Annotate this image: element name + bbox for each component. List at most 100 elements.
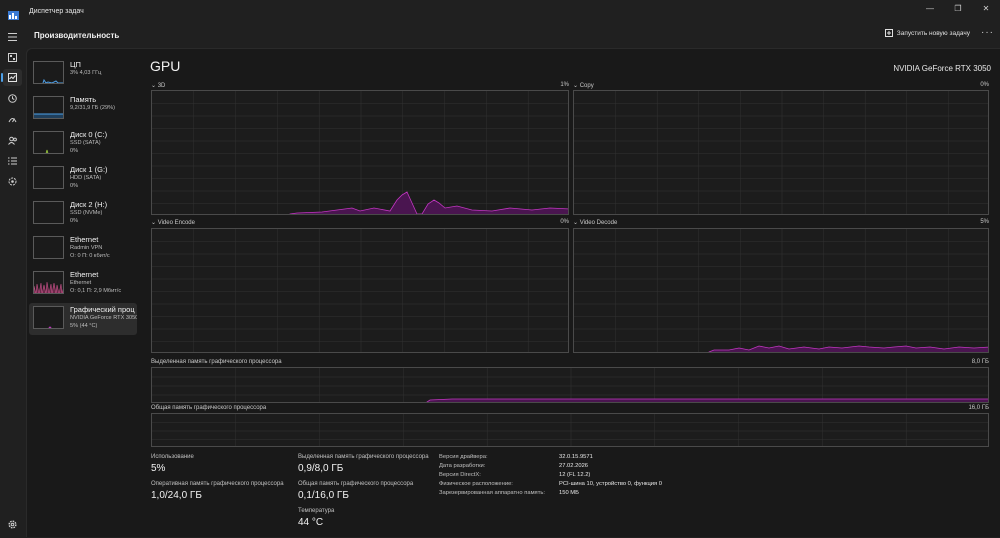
device-sub: SSD (SATA) — [70, 140, 101, 146]
page-title: Производительность — [34, 30, 120, 40]
temperature-value: 44 °C — [298, 517, 324, 528]
device-sub: 0% — [70, 183, 79, 189]
device-sub: 0% — [70, 148, 79, 154]
graph-copy — [573, 90, 989, 215]
device-sub: Ethernet — [70, 280, 92, 286]
shared-memory-max: 16,0 ГБ — [968, 405, 989, 411]
users-icon[interactable] — [3, 132, 22, 149]
device-item-disk1[interactable]: Диск 1 (G:) HDD (SATA) 0% — [29, 163, 137, 195]
detail-value: 32.0.15.9571 — [559, 454, 593, 460]
device-item-cpu[interactable]: ЦП 3% 4,03 ГГц — [29, 58, 137, 90]
gpu-ram-label: Оперативная память графического процессо… — [151, 481, 284, 487]
device-thumbnail — [33, 201, 64, 224]
maximize-button[interactable]: ❐ — [954, 3, 962, 13]
settings-icon[interactable] — [3, 516, 22, 533]
device-sub: 0% — [70, 218, 79, 224]
engine-percent: 0% — [560, 219, 569, 225]
gpu-panel: GPU NVIDIA GeForce RTX 3050 ⌄ 3D 1% ⌄ Co… — [145, 49, 1000, 538]
temperature-label: Температура — [298, 508, 335, 514]
performance-icon[interactable] — [1, 69, 22, 86]
device-thumbnail — [33, 61, 64, 84]
window-title: Диспетчер задач — [29, 7, 84, 15]
new-task-icon — [884, 29, 893, 37]
detail-key: Физическое расположение: — [439, 481, 513, 487]
device-thumbnail — [33, 96, 64, 119]
graph-dedicated-memory — [151, 367, 989, 403]
run-new-task-button[interactable]: Запустить новую задачу — [884, 29, 970, 37]
device-sub: NVIDIA GeForce RTX 3050 — [70, 315, 137, 321]
device-item-disk2[interactable]: Диск 2 (H:) SSD (NVMe) 0% — [29, 198, 137, 230]
device-thumbnail — [33, 306, 64, 329]
detail-value: 150 МБ — [559, 490, 579, 496]
app-history-icon[interactable] — [3, 90, 22, 107]
graph-3d — [151, 90, 569, 215]
device-sub: 5% (44 °C) — [70, 323, 98, 329]
graph-video-encode — [151, 228, 569, 353]
engine-name: 3D — [157, 83, 166, 89]
engine-percent: 5% — [980, 219, 989, 225]
engine-dropdown-video-decode[interactable]: ⌄ Video Decode — [573, 220, 618, 226]
processes-icon[interactable] — [3, 49, 22, 66]
graph-video-decode — [573, 228, 989, 353]
toolbar: Производительность Запустить новую задач… — [26, 22, 1000, 48]
detail-value: 12 (FL 12.2) — [559, 472, 591, 478]
device-sub: О: 0,1 П: 2,9 Мбит/с — [70, 288, 122, 294]
device-name: Ethernet — [70, 270, 99, 279]
content-panel: ЦП 3% 4,03 ГГц Память 9,2/31,9 ГБ (29%) … — [26, 48, 1000, 537]
device-name: Графический проц — [70, 305, 135, 314]
shared-stat-label: Общая память графического процессора — [298, 481, 414, 487]
device-name: Диск 1 (G:) — [70, 165, 108, 174]
gpu-title: GPU — [150, 58, 181, 74]
device-thumbnail — [33, 271, 64, 294]
menu-icon[interactable] — [3, 28, 22, 45]
engine-dropdown-copy[interactable]: ⌄ Copy — [573, 83, 594, 89]
services-icon[interactable] — [3, 173, 22, 190]
device-sub: 9,2/31,9 ГБ (29%) — [70, 105, 115, 111]
device-item-gpu[interactable]: Графический проц NVIDIA GeForce RTX 3050… — [29, 303, 137, 335]
dedicated-stat-value: 0,9/8,0 ГБ — [298, 463, 344, 474]
gpu-ram-value: 1,0/24,0 ГБ — [151, 490, 202, 501]
detail-value: 27.02.2026 — [559, 463, 589, 469]
gpu-model: NVIDIA GeForce RTX 3050 — [893, 64, 991, 73]
task-manager-app-icon — [8, 7, 19, 20]
dedicated-memory-max: 8,0 ГБ — [971, 359, 989, 365]
dedicated-stat-label: Выделенная память графического процессор… — [298, 454, 429, 460]
title-bar: Диспетчер задач — ❐ ✕ — [0, 0, 1000, 22]
details-icon[interactable] — [3, 152, 22, 169]
device-sub: 3% 4,03 ГГц — [70, 70, 102, 76]
engine-name: Video Decode — [579, 220, 618, 226]
device-thumbnail — [33, 236, 64, 259]
detail-key: Версия драйвера: — [439, 454, 488, 460]
shared-stat-value: 0,1/16,0 ГБ — [298, 490, 349, 501]
detail-key: Версия DirectX: — [439, 472, 481, 478]
detail-value: PCI-шина 10, устройство 0, функция 0 — [559, 481, 662, 487]
device-name: Диск 0 (C:) — [70, 130, 108, 139]
detail-key: Дата разработки: — [439, 463, 486, 469]
run-new-task-label: Запустить новую задачу — [896, 29, 970, 37]
engine-percent: 0% — [980, 82, 989, 88]
device-name: Память — [70, 95, 97, 104]
dedicated-memory-label: Выделенная память графического процессор… — [151, 359, 282, 365]
startup-icon[interactable] — [3, 111, 22, 128]
more-options-icon[interactable]: ··· — [981, 27, 994, 38]
close-button[interactable]: ✕ — [982, 3, 990, 13]
engine-name: Video Encode — [157, 220, 195, 226]
engine-name: Copy — [579, 83, 594, 89]
device-thumbnail — [33, 166, 64, 189]
device-item-memory[interactable]: Память 9,2/31,9 ГБ (29%) — [29, 93, 137, 125]
device-sub: HDD (SATA) — [70, 175, 102, 181]
device-name: ЦП — [70, 60, 81, 69]
device-item-disk0[interactable]: Диск 0 (C:) SSD (SATA) 0% — [29, 128, 137, 160]
device-item-ethernet-radmin[interactable]: Ethernet Radmin VPN О: 0 П: 0 кбит/с — [29, 233, 137, 265]
engine-dropdown-video-encode[interactable]: ⌄ Video Encode — [151, 220, 195, 226]
graph-shared-memory — [151, 413, 989, 447]
device-name: Диск 2 (H:) — [70, 200, 108, 209]
usage-value: 5% — [151, 463, 166, 474]
nav-rail — [0, 22, 26, 537]
device-item-ethernet[interactable]: Ethernet Ethernet О: 0,1 П: 2,9 Мбит/с — [29, 268, 137, 300]
detail-key: Зарезервированная аппаратно память: — [439, 490, 545, 496]
device-name: Ethernet — [70, 235, 99, 244]
engine-dropdown-3d[interactable]: ⌄ 3D — [151, 83, 166, 89]
minimize-button[interactable]: — — [926, 3, 934, 13]
device-sub: SSD (NVMe) — [70, 210, 103, 216]
